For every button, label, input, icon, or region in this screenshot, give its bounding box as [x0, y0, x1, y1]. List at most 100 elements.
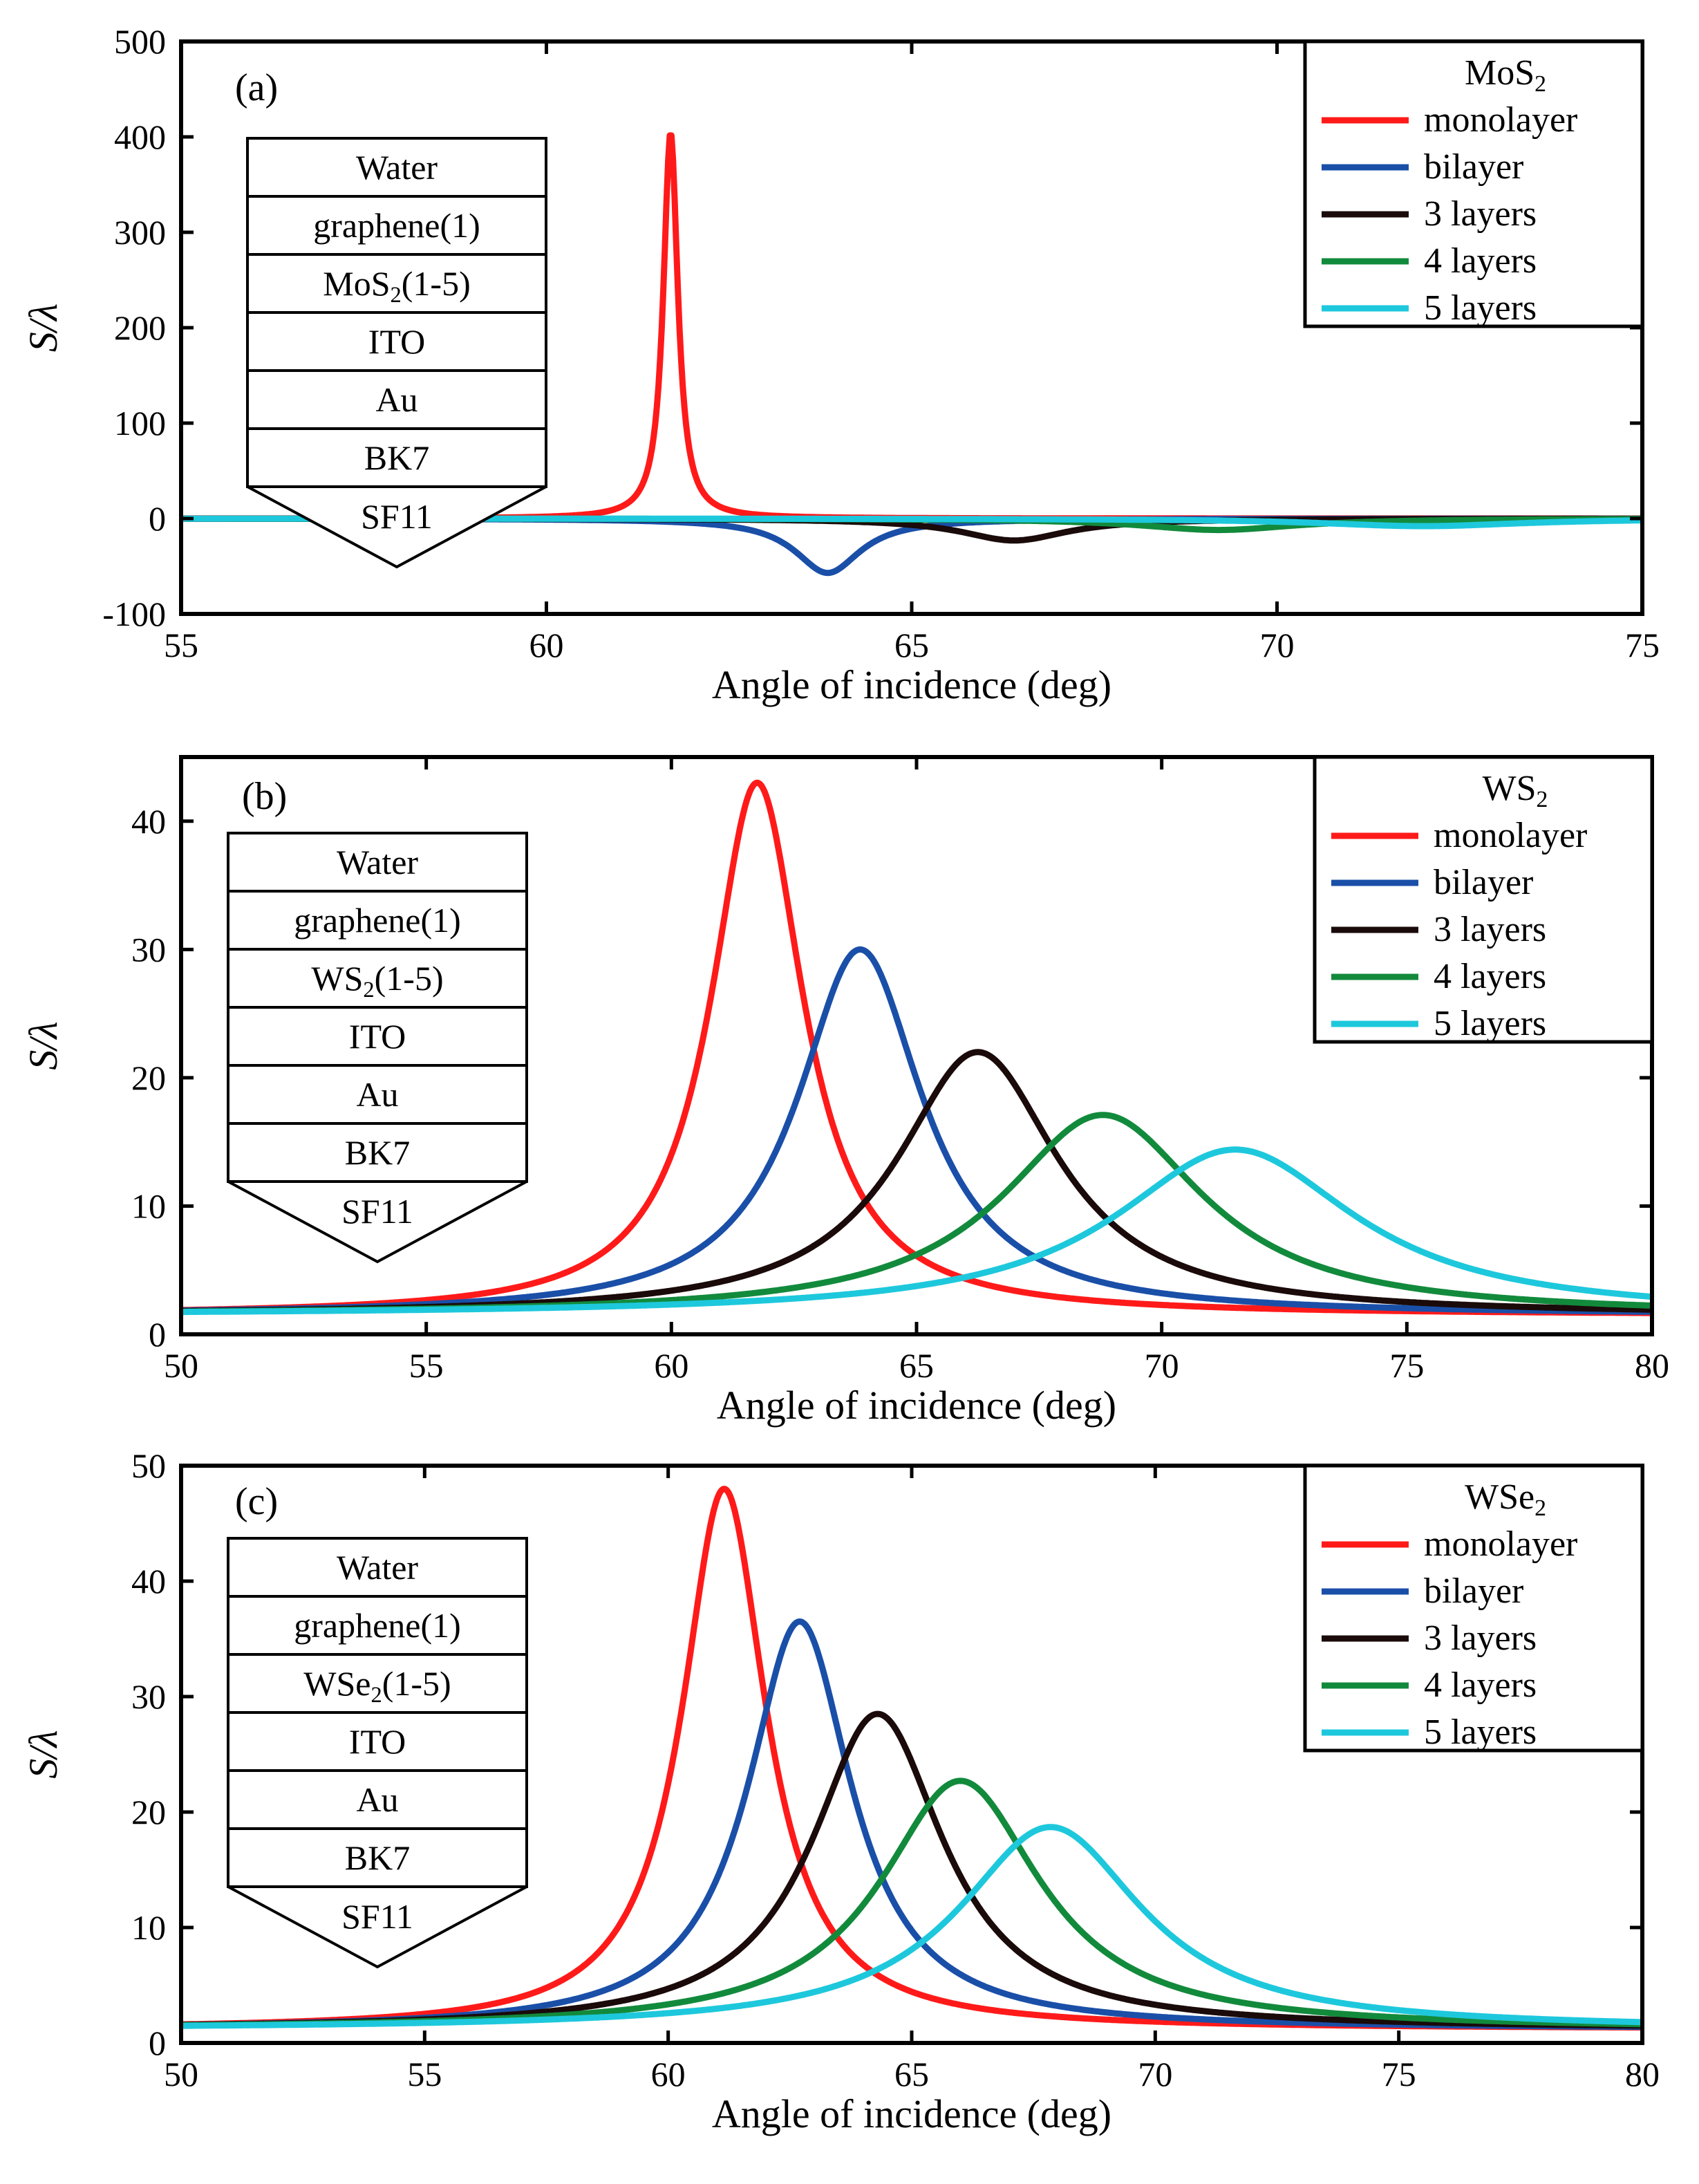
- x-tick-label: 75: [1382, 2055, 1416, 2093]
- stack-layer-box: [246, 427, 547, 488]
- stack-layer-label: Water: [337, 843, 418, 881]
- stack-layer-box: [227, 1122, 528, 1183]
- legend-entry-label: monolayer: [1424, 1524, 1577, 1564]
- y-tick-label: 500: [114, 22, 166, 61]
- x-axis-label: Angle of incidence (deg): [712, 662, 1111, 707]
- y-tick-label: 0: [149, 1315, 166, 1354]
- y-axis-label: S/λ: [21, 1021, 66, 1070]
- x-tick-label: 70: [1138, 2055, 1172, 2093]
- y-tick-label: 20: [131, 1058, 166, 1097]
- stack-layer-box: [227, 1595, 528, 1656]
- legend-entry-label: 5 layers: [1424, 288, 1537, 328]
- y-tick-label: 30: [131, 930, 166, 969]
- x-tick-label: 65: [894, 626, 929, 664]
- stack-layer-box: [246, 137, 547, 198]
- stack-layer-label: SF11: [341, 1192, 413, 1231]
- layer-stack-inset: Water graphene(1) WSe2(1-5) ITO Au BK7 SF11: [227, 1537, 528, 1969]
- stack-layer-label: Au: [356, 1075, 398, 1114]
- x-axis-label: Angle of incidence (deg): [712, 2091, 1111, 2136]
- y-tick-label: 10: [131, 1186, 166, 1225]
- stack-layer-label: SF11: [341, 1897, 413, 1936]
- legend-entry-label: 5 layers: [1424, 1712, 1537, 1752]
- stack-layer-label: ITO: [349, 1017, 406, 1056]
- panel-label: (a): [235, 66, 278, 109]
- x-tick-label: 55: [407, 2055, 442, 2093]
- x-tick-label: 80: [1635, 1346, 1669, 1385]
- legend-title: WS2: [1483, 769, 1548, 812]
- stack-layer-label: SF11: [361, 497, 433, 536]
- legend-entry-label: 4 layers: [1424, 1665, 1537, 1705]
- stack-layer-box: [227, 1006, 528, 1067]
- legend: WS2 monolayer bilayer 3 layers 4 layers 5 lay…: [1313, 755, 1654, 1044]
- y-tick-label: 20: [131, 1793, 166, 1831]
- stack-layer-label: MoS2(1-5): [323, 264, 470, 308]
- chart-panel-1: Water graphene(1) MoS2(1-5) ITO Au BK7 SF11 55 6…: [21, 22, 1660, 707]
- stack-layer-box: [227, 1537, 528, 1598]
- stack-layer-box: [227, 1827, 528, 1888]
- legend-entry-label: 4 layers: [1424, 241, 1537, 281]
- layer-stack-inset: Water graphene(1) MoS2(1-5) ITO Au BK7 SF11: [246, 137, 547, 569]
- layer-stack-inset: Water graphene(1) WS2(1-5) ITO Au BK7 SF11: [227, 832, 528, 1264]
- legend-box: [1303, 39, 1644, 328]
- chart-panel-2: Water graphene(1) WS2(1-5) ITO Au BK7 SF11 50 55…: [21, 755, 1669, 1428]
- legend-entry-label: monolayer: [1424, 100, 1577, 140]
- stack-layer-label: BK7: [345, 1133, 410, 1172]
- legend-entry-label: bilayer: [1434, 863, 1533, 902]
- x-tick-label: 75: [1625, 626, 1660, 664]
- y-tick-label: -100: [102, 595, 166, 633]
- stack-layer-label: Water: [356, 148, 438, 187]
- y-axis-label: S/λ: [21, 304, 66, 352]
- x-tick-label: 70: [1145, 1346, 1179, 1385]
- stack-layer-label: BK7: [345, 1838, 410, 1877]
- x-tick-label: 55: [164, 626, 198, 664]
- stack-layer-box: [246, 311, 547, 372]
- y-tick-label: 200: [114, 308, 166, 347]
- stack-layer-label: graphene(1): [313, 206, 480, 245]
- x-tick-label: 60: [654, 1346, 688, 1385]
- stack-layer-box: [227, 948, 528, 1009]
- x-tick-label: 75: [1389, 1346, 1424, 1385]
- x-tick-label: 60: [529, 626, 564, 664]
- legend-entry-label: 4 layers: [1434, 957, 1546, 996]
- y-tick-label: 10: [131, 1908, 166, 1947]
- x-tick-label: 50: [164, 2055, 198, 2093]
- y-tick-label: 40: [131, 802, 166, 841]
- stack-layer-label: WS2(1-5): [311, 959, 443, 1002]
- series-group: [181, 779, 1652, 1316]
- stack-layer-box: [227, 1064, 528, 1125]
- legend-entry-label: monolayer: [1434, 816, 1587, 855]
- legend-title: WSe2: [1465, 1477, 1546, 1521]
- legend-title: MoS2: [1465, 53, 1546, 97]
- legend-entry-label: 3 layers: [1434, 910, 1546, 949]
- stack-layer-label: Au: [356, 1780, 398, 1819]
- stack-layer-label: graphene(1): [294, 1606, 461, 1645]
- stack-layer-label: Au: [375, 380, 417, 419]
- y-tick-label: 400: [114, 118, 166, 156]
- x-tick-label: 65: [894, 2055, 929, 2093]
- legend-box: [1303, 1464, 1644, 1753]
- stack-layer-label: Water: [337, 1548, 418, 1587]
- stack-layer-label: ITO: [368, 322, 425, 361]
- x-tick-label: 80: [1625, 2055, 1660, 2093]
- y-tick-label: 50: [131, 1446, 166, 1485]
- y-tick-label: 0: [149, 2024, 166, 2062]
- stack-layer-box: [246, 253, 547, 314]
- stack-layer-label: WSe2(1-5): [303, 1664, 451, 1708]
- substrate-prism: [247, 485, 547, 569]
- x-tick-label: 65: [899, 1346, 934, 1385]
- stack-layer-label: BK7: [364, 438, 429, 477]
- y-tick-label: 300: [114, 213, 166, 252]
- x-tick-label: 50: [164, 1346, 198, 1385]
- stack-layer-box: [227, 1769, 528, 1830]
- panel-label: (b): [242, 775, 287, 818]
- x-tick-label: 70: [1260, 626, 1295, 664]
- y-axis-label: S/λ: [21, 1730, 66, 1778]
- series-line-5-layers: [181, 1146, 1652, 1316]
- legend-entry-label: bilayer: [1424, 147, 1523, 187]
- panel-label: (c): [235, 1480, 278, 1523]
- stack-layer-label: ITO: [349, 1722, 406, 1761]
- legend-entry-label: 3 layers: [1424, 1618, 1537, 1658]
- substrate-prism: [227, 1180, 527, 1264]
